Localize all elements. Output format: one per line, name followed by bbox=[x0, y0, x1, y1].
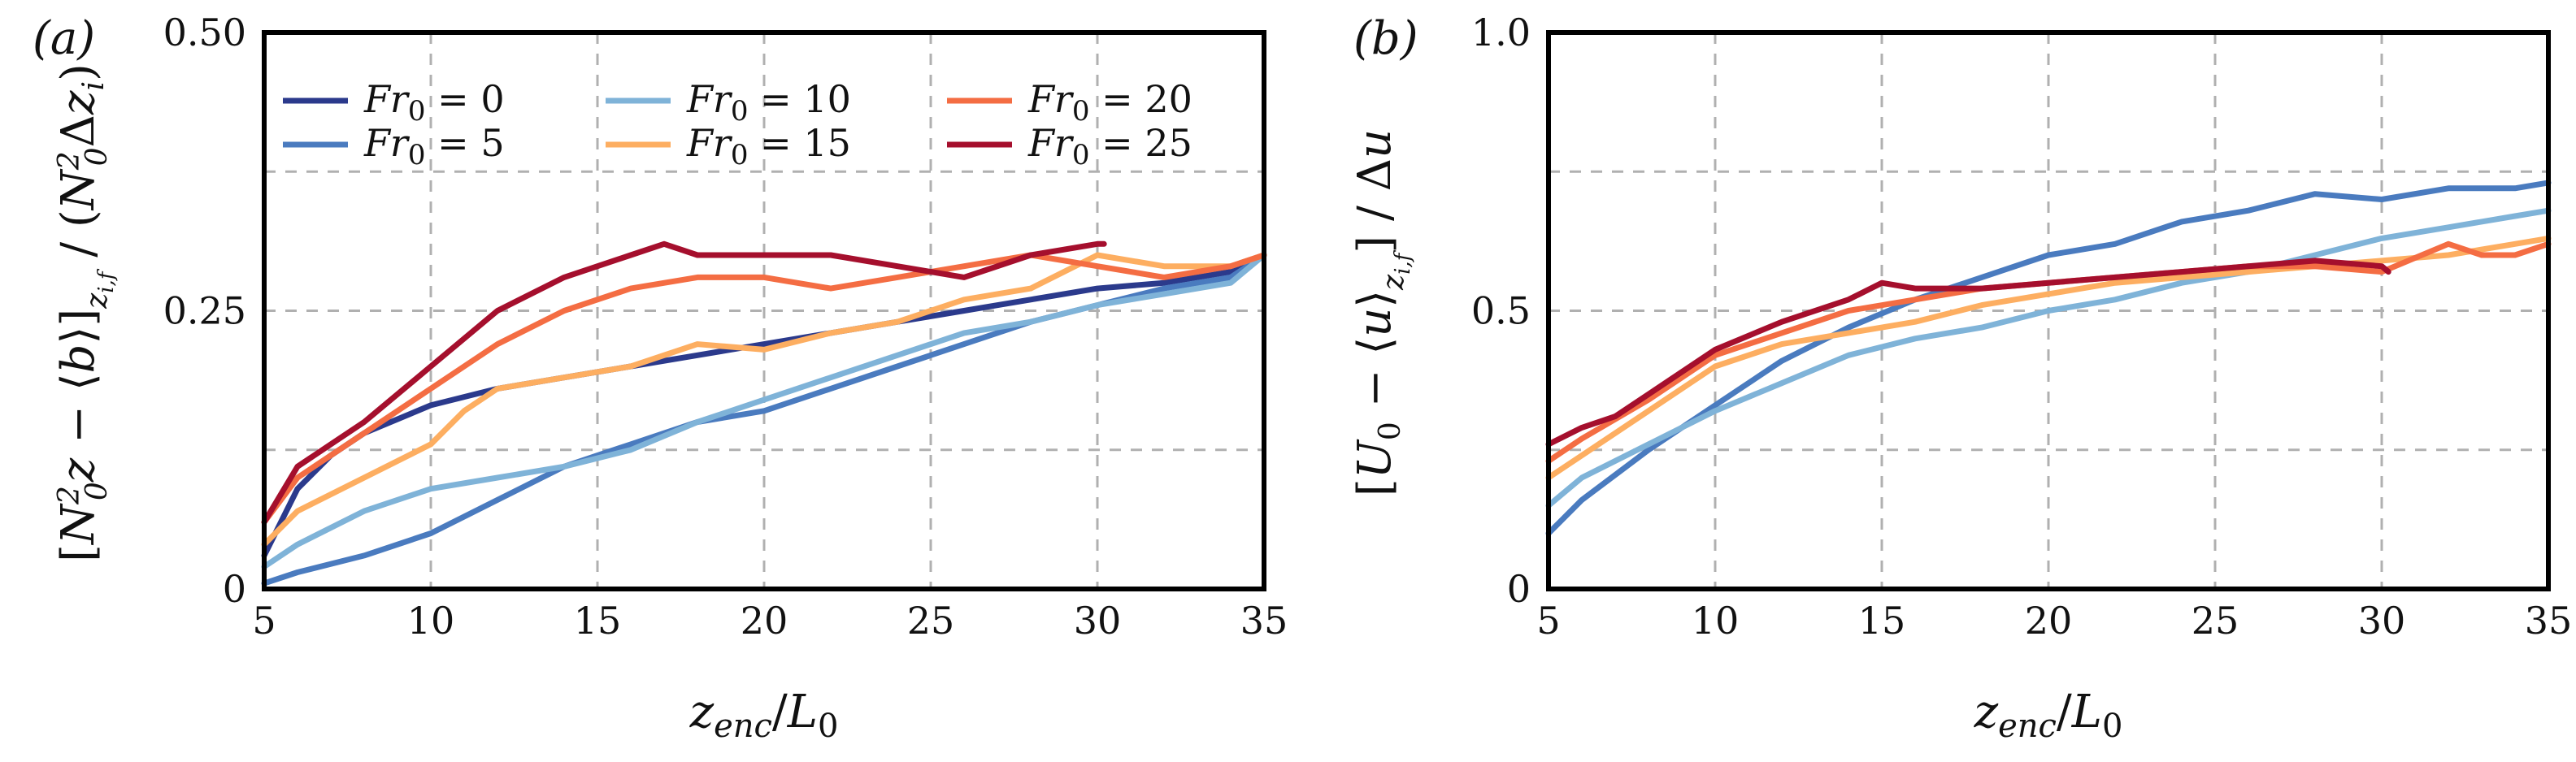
panel-b-ytick-label-0: 0 bbox=[1507, 567, 1531, 611]
panel-a-xticks: 5 10 15 20 25 30 35 bbox=[252, 599, 1288, 643]
panel-a-xtick-label-0: 5 bbox=[252, 599, 276, 643]
panel-b-xtick-label-2: 15 bbox=[1858, 599, 1906, 643]
panel-b-label: (b) bbox=[1353, 12, 1418, 65]
panel-b: (b) [U0 − ⟨u⟩zi,f] / Δu 5 10 15 20 25 30 35 00… bbox=[1349, 11, 2572, 745]
panel-a-label: (a) bbox=[33, 12, 95, 65]
panel-b-xtick-label-0: 5 bbox=[1536, 599, 1560, 643]
panel-a-series-line-2 bbox=[261, 252, 1267, 570]
panel-b-xticks: 5 10 15 20 25 30 35 bbox=[1536, 599, 2572, 643]
panel-b-ylabel: [U0 − ⟨u⟩zi,f] / Δu bbox=[1349, 129, 1415, 496]
panel-b-xtick-label-1: 10 bbox=[1692, 599, 1740, 643]
legend-label-3: Fr0 = 15 bbox=[686, 121, 851, 171]
panel-a: (a) [N20z − ⟨b⟩]zi,f / (N20Δzi) 5 10 15 20 2… bbox=[33, 11, 1288, 745]
panel-a-xtick-label-3: 20 bbox=[741, 599, 788, 643]
panel-a-ytick-label-1: 0.25 bbox=[163, 289, 246, 333]
panel-b-yticks: 0 0.5 1.0 bbox=[1471, 11, 1531, 611]
panel-a-xtick-label-2: 15 bbox=[574, 599, 622, 643]
legend-label-5: Fr0 = 25 bbox=[1027, 121, 1192, 171]
panel-b-series-line-2 bbox=[1545, 235, 2552, 481]
legend-label-4: Fr0 = 20 bbox=[1027, 77, 1192, 128]
panel-a-series bbox=[261, 240, 1267, 587]
panel-b-xtick-label-5: 30 bbox=[2358, 599, 2406, 643]
panel-a-xtick-label-5: 30 bbox=[1074, 599, 1122, 643]
panel-b-xtick-label-4: 25 bbox=[2192, 599, 2239, 643]
panel-a-series-line-5 bbox=[261, 240, 1107, 526]
panel-b-series-line-4 bbox=[1545, 258, 2391, 448]
panel-a-series-line-3 bbox=[261, 252, 1267, 548]
panel-a-ytick-label-0: 0 bbox=[223, 567, 246, 611]
legend-label-2: Fr0 = 10 bbox=[686, 77, 851, 128]
panel-a-xtick-label-4: 25 bbox=[907, 599, 955, 643]
panel-a-ylabel: [N20z − ⟨b⟩]zi,f / (N20Δzi) bbox=[52, 63, 119, 562]
panel-b-frame bbox=[1546, 30, 2551, 591]
panel-b-xtick-label-3: 20 bbox=[2025, 599, 2073, 643]
panel-b-xlabel: zenc/L0 bbox=[1974, 686, 2123, 745]
panel-a-yticks: 0 0.25 0.50 bbox=[163, 11, 246, 611]
legend-label-1: Fr0 = 5 bbox=[363, 121, 505, 171]
legend-label-0: Fr0 = 0 bbox=[363, 77, 505, 128]
panel-b-series-line-1 bbox=[1545, 207, 2552, 509]
panel-a-ytick-label-2: 0.50 bbox=[163, 11, 246, 54]
panel-a-series-line-4 bbox=[261, 252, 1267, 526]
panel-b-series bbox=[1545, 180, 2552, 536]
panel-b-xtick-label-6: 35 bbox=[2525, 599, 2573, 643]
panel-b-ytick-label-1: 0.5 bbox=[1471, 289, 1531, 333]
panel-a-xlabel: zenc/L0 bbox=[689, 686, 839, 745]
panel-a-xtick-label-6: 35 bbox=[1240, 599, 1288, 643]
panel-b-ytick-label-2: 1.0 bbox=[1471, 11, 1531, 54]
panel-a-xtick-label-1: 10 bbox=[407, 599, 455, 643]
panel-a-frame bbox=[262, 30, 1266, 591]
